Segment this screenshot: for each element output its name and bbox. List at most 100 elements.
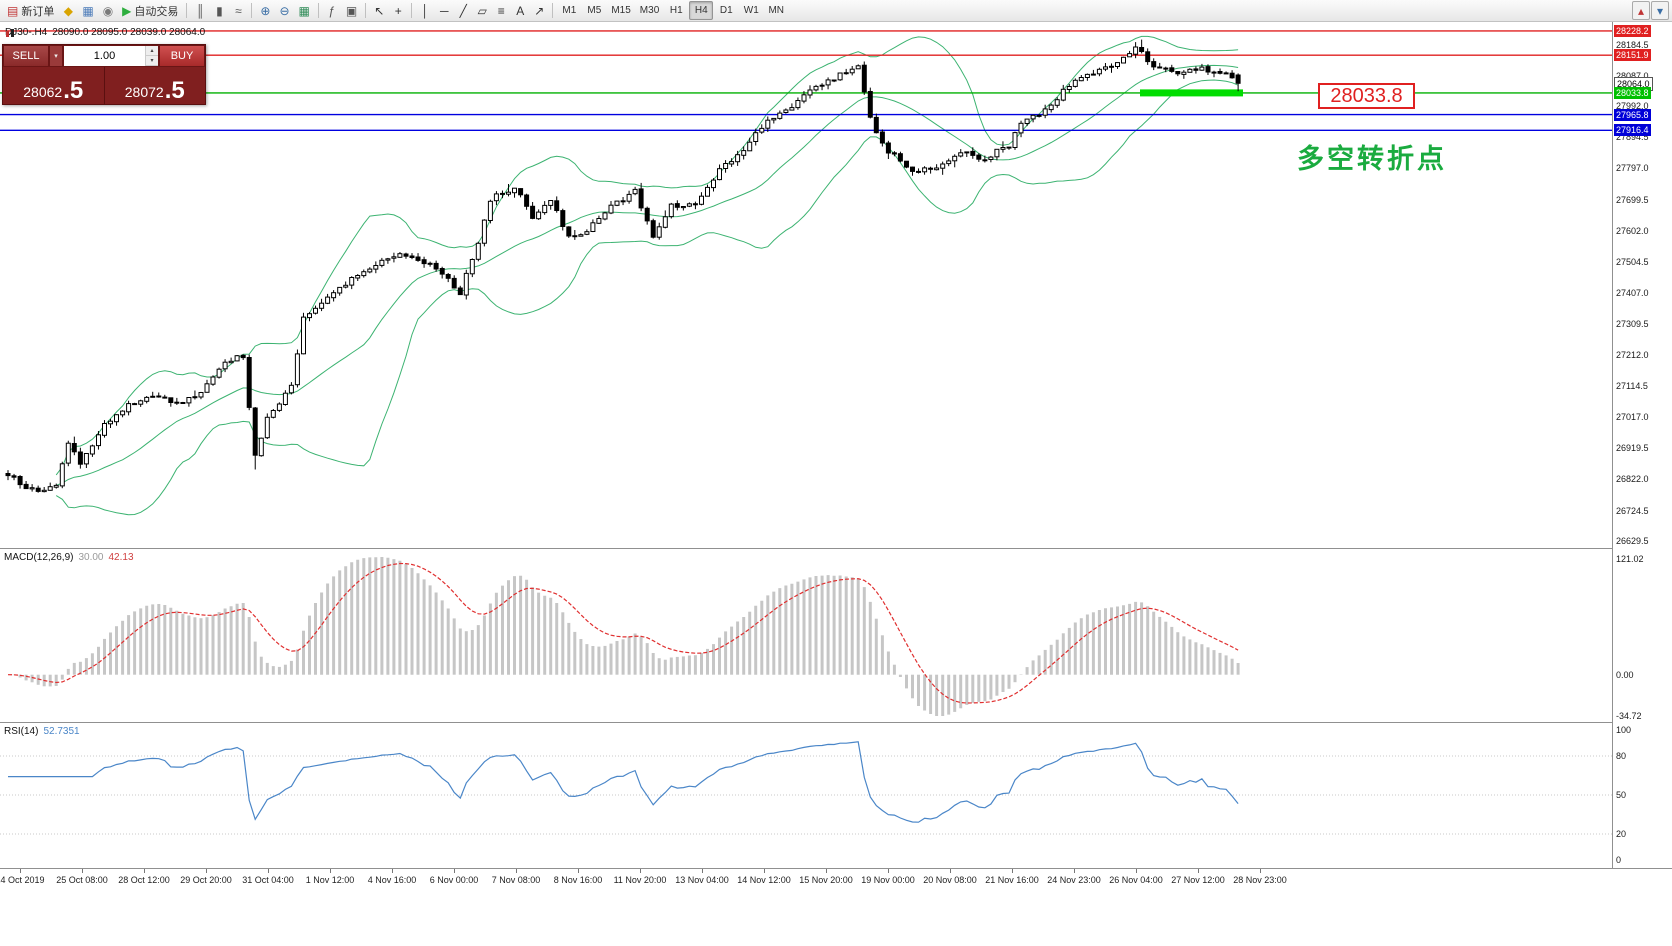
text-button[interactable]: A — [511, 1, 529, 20]
timeframe-mn-button[interactable]: MN — [768, 5, 785, 16]
timeframe-m30-button[interactable]: M30 — [639, 5, 660, 16]
sell-button[interactable]: SELL — [3, 45, 49, 67]
toolbar-separator — [317, 3, 319, 18]
price-axis[interactable]: 28184.5 28087.0 27992.0 27894.5 27797.0 27699… — [1612, 22, 1672, 868]
timeframe-m5-button[interactable]: M5 — [587, 5, 602, 16]
tile-windows-button[interactable]: ▣ — [342, 1, 361, 20]
line-chart-button[interactable]: ≈ — [229, 1, 247, 20]
fibonacci-icon: ≡ — [497, 3, 505, 18]
price-scale-label: 26822.0 — [1616, 474, 1649, 485]
timeframe-h4-button[interactable]: H4 — [689, 1, 714, 20]
cursor-button[interactable]: ↖ — [370, 1, 388, 20]
time-label: 29 Oct 20:00 — [180, 875, 232, 885]
macd-axis-max: 121.02 — [1616, 554, 1644, 564]
time-tick — [82, 869, 83, 873]
time-axis[interactable]: 24 Oct 2019 25 Oct 08:00 28 Oct 12:00 29 Oc… — [0, 869, 1672, 895]
volume-down-icon[interactable]: ▾ — [146, 56, 158, 66]
time-tick — [1074, 869, 1075, 873]
time-label: 25 Oct 08:00 — [56, 875, 108, 885]
indicators-button[interactable]: ƒ — [323, 1, 341, 20]
equidistant-channel-button[interactable]: ▱ — [473, 1, 491, 20]
scroll-down-button[interactable]: ▾ — [1651, 1, 1669, 20]
chart-note-text[interactable]: 多空转折点 — [1297, 144, 1447, 174]
time-tick — [206, 869, 207, 873]
time-tick — [702, 869, 703, 873]
price-scale-label: 28087.0 — [1616, 70, 1649, 81]
time-label: 28 Nov 23:00 — [1233, 875, 1287, 885]
auto-arrange-button[interactable]: ▦ — [295, 1, 314, 20]
time-tick — [20, 869, 21, 873]
time-label: 11 Nov 20:00 — [613, 875, 667, 885]
autotrading-icon: ▶ — [122, 3, 132, 18]
buy-price[interactable]: 28072 .5 — [105, 67, 206, 104]
macd-indicator-chart[interactable] — [0, 549, 1612, 722]
macd-main-value: 30.00 — [78, 552, 104, 563]
time-tick — [1136, 869, 1137, 873]
time-tick — [578, 869, 579, 873]
time-tick — [454, 869, 455, 873]
horizontal-line-button[interactable]: ─ — [435, 1, 453, 20]
macd-axis-min: -34.72 — [1616, 711, 1642, 721]
scroll-up-button[interactable]: ▴ — [1632, 1, 1650, 20]
time-tick — [144, 869, 145, 873]
horizontal-line-icon: ─ — [440, 3, 449, 18]
time-label: 20 Nov 08:00 — [923, 875, 977, 885]
order-type-dropdown-icon[interactable]: ▾ — [49, 45, 63, 67]
zoom-out-button[interactable]: ⊖ — [275, 1, 293, 20]
bar-chart-icon: ║ — [196, 3, 205, 18]
time-label: 4 Nov 16:00 — [367, 875, 417, 885]
toolbar-separator — [411, 3, 413, 18]
timeframe-m1-button[interactable]: M1 — [562, 5, 577, 16]
time-label: 24 Oct 2019 — [0, 875, 45, 885]
new-order-button[interactable]: ▤ 新订单 — [3, 1, 58, 20]
volume-up-icon[interactable]: ▴ — [146, 46, 158, 56]
sell-price-base: 28062 — [23, 84, 63, 101]
time-label: 1 Nov 12:00 — [305, 875, 355, 885]
trendline-button[interactable]: ╱ — [454, 1, 472, 20]
buy-button[interactable]: BUY — [159, 45, 205, 67]
scroll-down-icon: ▾ — [1656, 3, 1664, 18]
volume-box: ▴ ▾ — [63, 45, 159, 67]
macd-indicator-label: MACD(12,26,9) 30.00 42.13 — [4, 552, 134, 563]
chart-symbol-period: DJ30-.H4 — [5, 27, 48, 38]
fibonacci-button[interactable]: ≡ — [492, 1, 510, 20]
navigator-icon: ◉ — [102, 3, 114, 18]
price-callout-box[interactable]: 28033.8 — [1318, 83, 1415, 109]
buy-price-base: 28072 — [124, 84, 164, 101]
rsi-indicator-chart[interactable] — [0, 723, 1612, 868]
sell-price-pips: .5 — [63, 76, 84, 104]
timeframe-m15-button[interactable]: M15 — [611, 5, 631, 16]
rsi-axis-100: 100 — [1616, 725, 1632, 735]
price-scale-label: 27699.5 — [1616, 194, 1649, 205]
main-price-chart[interactable] — [0, 22, 1612, 548]
time-tick — [764, 869, 765, 873]
vertical-line-button[interactable]: │ — [416, 1, 434, 20]
zoom-in-button[interactable]: ⊕ — [256, 1, 274, 20]
crosshair-button[interactable]: + — [389, 1, 407, 20]
arrows-icon: ↗ — [534, 3, 545, 18]
rsi-value: 52.7351 — [43, 726, 80, 737]
autotrading-button[interactable]: ▶ 自动交易 — [118, 1, 182, 20]
price-tag-28151.9: 28151.9 — [1614, 49, 1651, 62]
vertical-line-icon: │ — [421, 3, 430, 18]
time-tick — [330, 869, 331, 873]
arrows-button[interactable]: ↗ — [530, 1, 548, 20]
sell-price[interactable]: 28062 .5 — [3, 67, 105, 104]
rsi-axis-50: 50 — [1616, 790, 1627, 800]
time-axis-separator — [0, 868, 1672, 869]
price-scale-label: 27797.0 — [1616, 163, 1649, 174]
auto-arrange-icon: ▦ — [298, 3, 310, 18]
market-watch-button[interactable]: ◆ — [59, 1, 77, 20]
timeframe-h1-button[interactable]: H1 — [669, 5, 683, 16]
bar-chart-button[interactable]: ║ — [191, 1, 209, 20]
timeframe-d1-button[interactable]: D1 — [719, 5, 733, 16]
macd-signal-value: 42.13 — [108, 552, 134, 563]
volume-input[interactable] — [64, 46, 145, 66]
timeframe-w1-button[interactable]: W1 — [743, 5, 759, 16]
chart-window-icon — [6, 28, 14, 37]
time-label: 28 Oct 12:00 — [118, 875, 170, 885]
trade-panel-controls: SELL ▾ ▴ ▾ BUY — [3, 45, 205, 67]
data-window-button[interactable]: ▦ — [78, 1, 97, 20]
candlestick-chart-button[interactable]: ▮ — [210, 1, 228, 20]
navigator-button[interactable]: ◉ — [99, 1, 117, 20]
